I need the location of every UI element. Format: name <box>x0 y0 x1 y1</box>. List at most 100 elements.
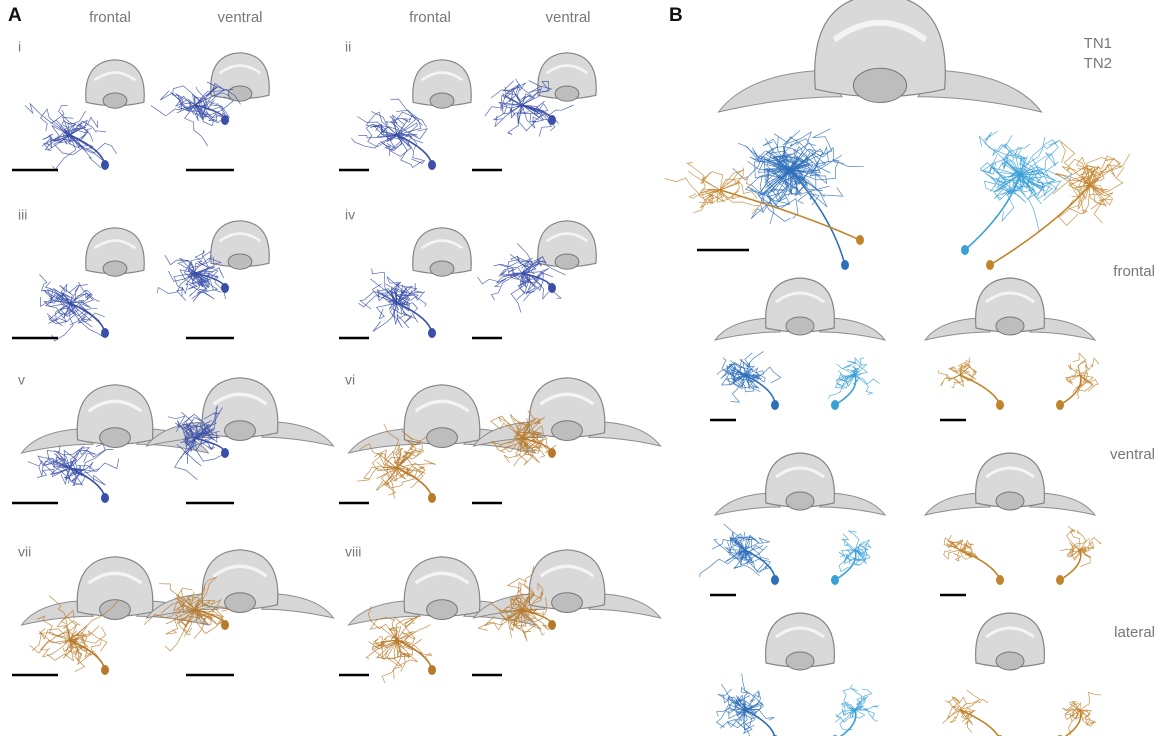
neuron-branch <box>687 163 720 190</box>
brain-core <box>225 421 256 441</box>
neuron <box>944 535 1004 585</box>
neuron <box>716 674 779 736</box>
neuron-soma <box>428 160 436 170</box>
neuron-branch <box>1073 353 1086 375</box>
brain <box>925 278 1095 340</box>
neuron <box>351 99 436 170</box>
neuron <box>665 163 864 245</box>
neuron-axon <box>965 175 1020 250</box>
brain <box>413 228 471 276</box>
neuron-soma <box>771 575 779 585</box>
brain-core <box>853 68 906 102</box>
brain-core <box>427 428 458 448</box>
neuron <box>828 357 879 410</box>
neuron-soma <box>986 260 994 270</box>
neuron-soma <box>841 260 849 270</box>
view-label: frontal <box>1113 263 1155 280</box>
view-label: lateral <box>1114 624 1155 641</box>
subpanel-label: vi <box>345 372 355 388</box>
neuron-soma <box>856 235 864 245</box>
brain-core <box>996 492 1024 510</box>
panel-label: A <box>8 5 22 26</box>
neuron-soma <box>771 400 779 410</box>
neuron <box>1056 526 1101 585</box>
neuron <box>1056 353 1099 410</box>
neuron-soma <box>101 493 109 503</box>
neuron-soma <box>221 448 229 458</box>
brain-core <box>555 254 579 269</box>
subpanel-label: v <box>18 372 25 388</box>
brain-core <box>996 652 1024 670</box>
neuron-axon <box>835 550 856 580</box>
legend-entry: TN2 <box>1084 55 1112 72</box>
brain-core <box>100 428 131 448</box>
brain-core <box>103 261 127 276</box>
brain-core <box>100 600 131 620</box>
brain <box>766 613 835 670</box>
brain-core <box>555 86 579 101</box>
neuron-axon <box>720 190 860 240</box>
view-label: ventral <box>1110 446 1155 463</box>
neuron-branch <box>397 631 416 648</box>
neuron-soma <box>101 665 109 675</box>
neuron-branch <box>855 375 880 384</box>
neuron-soma <box>961 245 969 255</box>
neuron-soma <box>428 328 436 338</box>
renderings <box>12 0 1130 736</box>
neuron-branch <box>390 99 415 135</box>
brain <box>719 0 1042 112</box>
neuron-branch <box>960 699 988 710</box>
brain-core <box>786 652 814 670</box>
neuron <box>942 690 1004 736</box>
neuron-branch <box>1080 710 1095 726</box>
brain <box>413 60 471 108</box>
neuron-axon <box>1060 375 1081 405</box>
brain <box>349 557 536 625</box>
neuron-soma <box>1056 400 1064 410</box>
brain-core <box>103 93 127 108</box>
subpanel-label: ii <box>345 39 351 55</box>
neuron-branch <box>175 94 195 107</box>
neuron-branch <box>364 467 397 479</box>
neuron-soma <box>831 575 839 585</box>
neuron-branch <box>951 375 963 388</box>
neuron-branch <box>397 640 410 671</box>
neuron <box>831 685 879 736</box>
brain <box>538 221 596 269</box>
neuron-branch <box>842 534 855 550</box>
brain <box>976 613 1045 670</box>
neuron-soma <box>221 115 229 125</box>
neuron-soma <box>101 328 109 338</box>
panel-label: B <box>669 5 683 26</box>
subpanel-label: iv <box>345 207 355 223</box>
legend-entry: TN1 <box>1084 35 1112 52</box>
brain <box>86 228 144 276</box>
subpanel-label: vii <box>18 544 31 560</box>
neuron-soma <box>221 620 229 630</box>
neuron-soma <box>548 620 556 630</box>
brain <box>715 453 885 515</box>
brain <box>925 453 1095 515</box>
column-header: ventral <box>545 9 590 26</box>
brain <box>538 53 596 101</box>
neuron <box>39 274 109 341</box>
neuron <box>28 444 119 503</box>
neuron-branch <box>837 364 855 375</box>
neuron-axon <box>745 550 775 580</box>
neuron-soma <box>428 665 436 675</box>
neuron-branch <box>1080 692 1101 710</box>
brain-core <box>552 593 583 613</box>
neuron <box>25 104 117 172</box>
brain-core <box>996 317 1024 335</box>
neuron <box>358 268 436 338</box>
neuron <box>717 351 781 410</box>
brain-core <box>228 254 252 269</box>
neuron-soma <box>1056 575 1064 585</box>
page: A frontal ventral frontal ventral B fron… <box>0 0 1159 736</box>
column-header: frontal <box>89 9 131 26</box>
neuron-soma <box>548 283 556 293</box>
column-header: frontal <box>409 9 451 26</box>
neuron-soma <box>101 160 109 170</box>
neuron-soma <box>548 448 556 458</box>
brain-core <box>427 600 458 620</box>
